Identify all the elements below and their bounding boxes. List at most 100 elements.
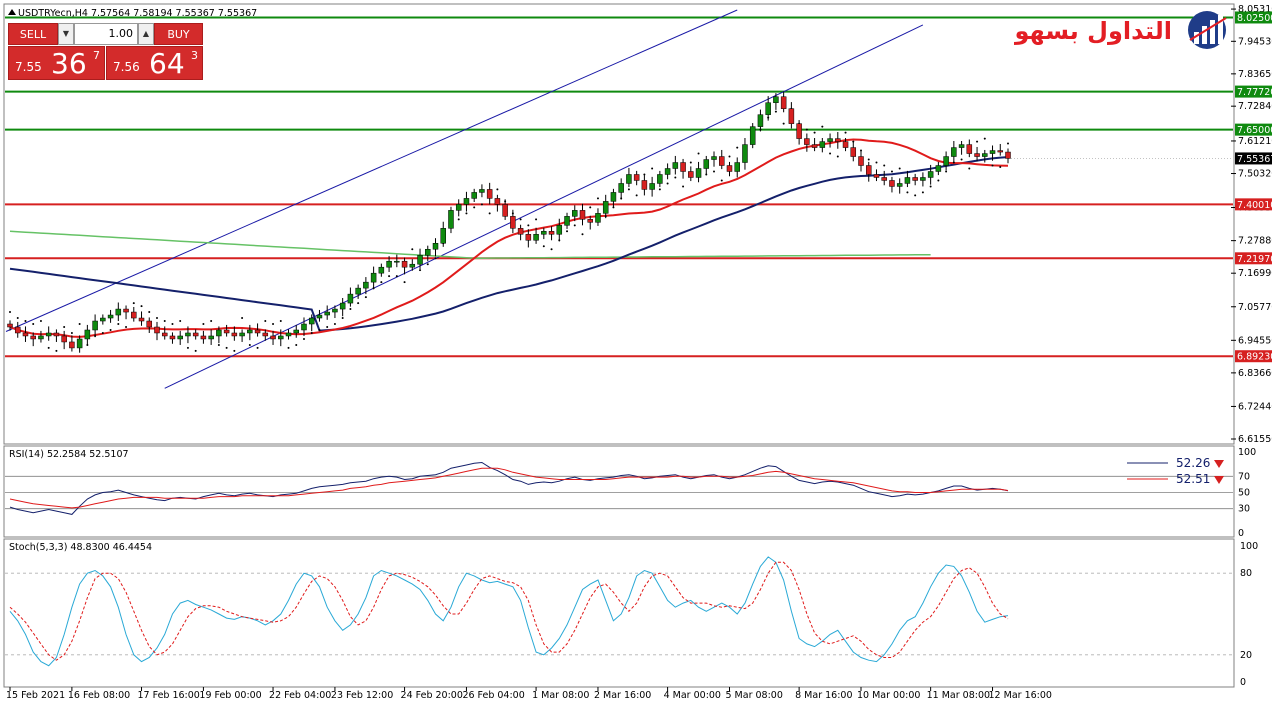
rsi-legend-value-2: 52.51 [1176,472,1210,486]
sar-dot [155,317,158,320]
y-tick-label: 7.50320 [1238,169,1272,180]
sar-dot [16,317,19,320]
buy-button[interactable]: BUY [154,23,203,45]
candle-body [270,335,276,340]
sar-dot [318,328,321,331]
price-level-label: 7.77720 [1237,87,1272,98]
x-tick-label: 10 Mar 00:00 [857,690,920,701]
sar-dot [813,131,816,134]
stoch-y-tick-label: 20 [1240,650,1252,661]
candle-body [455,204,462,211]
x-tick-label: 2 Mar 16:00 [594,690,651,701]
rsi-y-tick-label: 100 [1238,447,1256,458]
sar-dot [689,161,692,164]
current-price-tag [1235,152,1272,165]
sar-dot [272,323,275,326]
candle-body [649,183,655,190]
sar-dot [852,140,855,143]
candle-body [432,243,439,250]
candle-body [633,174,640,181]
lot-size-input[interactable]: 1.00 [74,23,138,45]
candle-body [471,192,477,199]
candle-body [417,254,423,265]
sar-dot [349,308,352,311]
sar-dot [829,152,832,155]
candle-body [951,147,957,157]
candle-body [695,168,702,178]
candle-body [192,332,199,337]
y-tick-label: 6.72440 [1238,401,1272,412]
candle-body [773,96,779,103]
x-tick-label: 5 Mar 08:00 [725,690,782,701]
price-level-label: 6.89230 [1237,352,1272,363]
candle-body [579,210,586,220]
sar-dot [945,170,948,173]
sar-dot [233,349,236,352]
sar-dot [527,224,530,227]
sar-dot [225,346,228,349]
channel-lower-line[interactable] [164,24,924,389]
sar-dot [651,167,654,170]
sar-dot [937,179,940,182]
x-tick-label: 17 Feb 16:00 [138,690,200,701]
sar-dot [295,343,298,346]
candle-body [301,323,307,331]
sar-dot [666,182,669,185]
sar-dot [388,275,391,278]
candle-body [842,141,849,148]
sar-dot [179,320,182,323]
candle-body [316,314,323,319]
sar-dot [419,269,422,272]
price-level-label: 7.40010 [1237,200,1272,211]
lot-decrease-button[interactable]: ▼ [58,23,74,45]
sar-dot [658,188,661,191]
candle-body [7,323,13,328]
y-tick-label: 8.05310 [1238,4,1272,15]
sar-dot [697,152,700,155]
candle-body [703,159,710,169]
candle-body [525,234,532,241]
sar-dot [496,188,499,191]
candle-body [262,332,269,337]
candle-body [76,338,83,349]
lot-increase-button[interactable]: ▲ [138,23,154,45]
sar-dot [566,230,569,233]
candle-body [154,326,160,334]
candle-body [14,326,21,334]
candle-body [912,177,918,181]
sell-button[interactable]: SELL [8,23,58,45]
candle-body [177,335,183,340]
candle-body [788,108,795,124]
y-tick-label: 6.94550 [1238,335,1272,346]
candle-body [958,144,965,148]
y-tick-label: 7.27880 [1238,236,1272,247]
header-triangle-icon [8,9,16,15]
sar-dot [890,170,893,173]
candle-body [835,138,841,142]
sar-dot [480,203,483,206]
sar-dot [519,218,522,221]
candle-body [935,165,942,172]
candle-body [479,189,485,193]
sar-dot [921,191,924,194]
buy-price-button[interactable]: 7.56 64 3 [106,46,203,80]
candle-body [448,210,454,229]
sar-dot [898,167,901,170]
x-tick-label: 19 Feb 00:00 [199,690,261,701]
buy-price-pips: 64 [149,47,185,80]
channel-upper-line[interactable] [5,9,738,332]
moving-average-navy [9,156,1009,332]
sell-price-button[interactable]: 7.55 36 7 [8,46,105,80]
sar-dot [542,245,545,248]
candle-body [626,174,632,184]
candle-body [378,266,385,274]
sar-dot [241,317,244,320]
candle-body [757,114,764,127]
candle-body [680,162,686,172]
main-panel [3,3,1235,445]
rsi-y-tick-label: 50 [1238,488,1250,499]
sar-dot [357,302,360,305]
sell-price-prefix: 7.55 [15,60,42,74]
candle-body [610,192,617,202]
